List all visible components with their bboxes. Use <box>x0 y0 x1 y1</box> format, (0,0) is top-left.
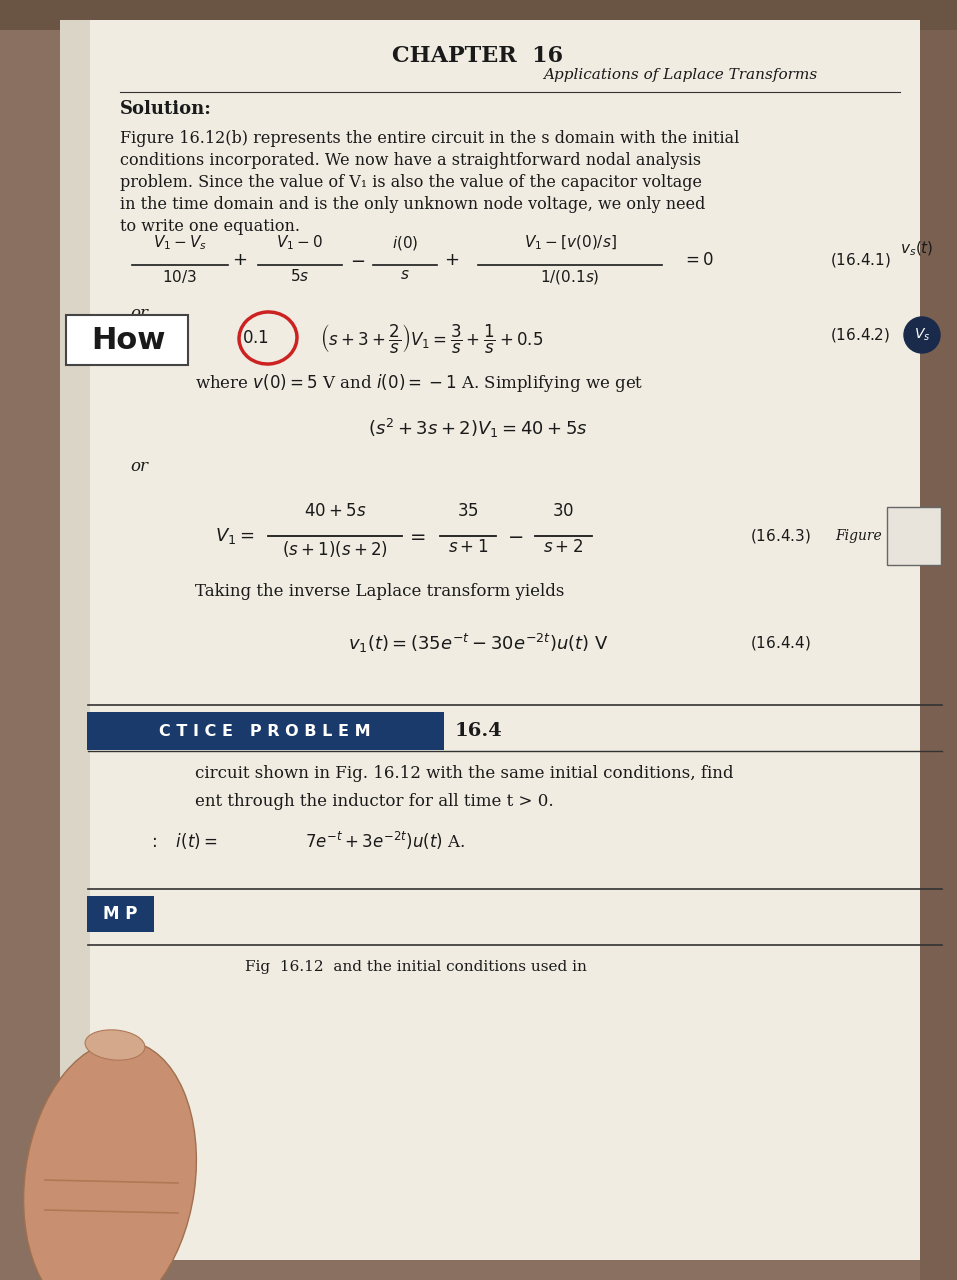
Text: $-$: $-$ <box>507 527 523 545</box>
Bar <box>920 0 957 1280</box>
Text: M P: M P <box>102 905 137 923</box>
Text: $+$: $+$ <box>444 251 459 269</box>
Text: $i(0)$: $i(0)$ <box>391 234 418 252</box>
FancyBboxPatch shape <box>87 712 444 750</box>
Text: How: How <box>91 325 166 355</box>
Text: problem. Since the value of V₁ is also the value of the capacitor voltage: problem. Since the value of V₁ is also t… <box>120 174 702 191</box>
Text: where $v(0) = 5$ V and $i(0) = -1$ A. Simplifying we get: where $v(0) = 5$ V and $i(0) = -1$ A. Si… <box>195 372 643 394</box>
Text: $=$: $=$ <box>406 527 426 545</box>
Text: conditions incorporated. We now have a straightforward nodal analysis: conditions incorporated. We now have a s… <box>120 152 701 169</box>
FancyBboxPatch shape <box>887 507 941 564</box>
Text: Figure 16.1: Figure 16.1 <box>835 529 917 543</box>
Text: $= 0$: $= 0$ <box>682 251 714 269</box>
Circle shape <box>904 317 940 353</box>
Text: $40 + 5s$: $40 + 5s$ <box>303 503 367 520</box>
Text: $V_1 = $: $V_1 = $ <box>215 526 255 547</box>
Text: $35$: $35$ <box>457 503 478 520</box>
Text: $10/3$: $10/3$ <box>163 268 197 285</box>
Text: $+$: $+$ <box>233 251 248 269</box>
Text: Figure 16.12(b) represents the entire circuit in the s domain with the initial: Figure 16.12(b) represents the entire ci… <box>120 131 740 147</box>
Text: $(s+1)(s+2)$: $(s+1)(s+2)$ <box>282 539 388 559</box>
Text: $V_1 - V_s$: $V_1 - V_s$ <box>153 233 207 252</box>
FancyBboxPatch shape <box>87 896 154 932</box>
Bar <box>60 20 920 1260</box>
Bar <box>0 0 957 29</box>
Text: $v_s(t)$: $v_s(t)$ <box>900 241 933 259</box>
Text: $(16.4.4)$: $(16.4.4)$ <box>750 634 811 652</box>
Text: ent through the inductor for all time t > 0.: ent through the inductor for all time t … <box>195 792 554 809</box>
Text: $(s^2 + 3s + 2)V_1 = 40 + 5s$: $(s^2 + 3s + 2)V_1 = 40 + 5s$ <box>368 416 588 439</box>
Text: Applications of Laplace Transforms: Applications of Laplace Transforms <box>543 68 817 82</box>
Text: $7e^{-t} + 3e^{-2t})u(t)$ A.: $7e^{-t} + 3e^{-2t})u(t)$ A. <box>305 829 465 852</box>
Ellipse shape <box>85 1030 145 1060</box>
Text: $s+1$: $s+1$ <box>448 539 488 556</box>
FancyBboxPatch shape <box>66 315 188 365</box>
Text: or: or <box>130 305 148 323</box>
Text: $(16.4.1)$: $(16.4.1)$ <box>830 251 891 269</box>
Text: $V_1 - [v(0)/s]$: $V_1 - [v(0)/s]$ <box>523 234 616 252</box>
Text: $0.1$: $0.1$ <box>241 329 269 347</box>
Text: $s+2$: $s+2$ <box>543 539 583 556</box>
Text: Solution:: Solution: <box>120 100 211 118</box>
Text: $\left(s+3+\dfrac{2}{s}\right)V_1 = \dfrac{3}{s}+\dfrac{1}{s}+0.5$: $\left(s+3+\dfrac{2}{s}\right)V_1 = \dfr… <box>320 321 544 355</box>
Text: 16.4: 16.4 <box>455 722 502 740</box>
Text: $V_1 - 0$: $V_1 - 0$ <box>277 233 323 252</box>
Text: in the time domain and is the only unknown node voltage, we only need: in the time domain and is the only unkno… <box>120 196 705 212</box>
Ellipse shape <box>24 1041 196 1280</box>
Text: C T I C E   P R O B L E M: C T I C E P R O B L E M <box>159 723 370 739</box>
Text: or: or <box>130 457 148 475</box>
Text: circuit shown in Fig. 16.12 with the same initial conditions, find: circuit shown in Fig. 16.12 with the sam… <box>195 764 733 782</box>
Text: Taking the inverse Laplace transform yields: Taking the inverse Laplace transform yie… <box>195 582 565 599</box>
Text: $30$: $30$ <box>552 503 574 520</box>
Text: Fig  16.12  and the initial conditions used in: Fig 16.12 and the initial conditions use… <box>245 960 587 974</box>
Text: $5s$: $5s$ <box>290 268 310 284</box>
Text: CHAPTER  16: CHAPTER 16 <box>392 45 564 67</box>
Text: $-$: $-$ <box>350 251 366 269</box>
Text: $1/(0.1s)$: $1/(0.1s)$ <box>540 268 600 285</box>
Text: $(16.4.2)$: $(16.4.2)$ <box>830 326 890 344</box>
Bar <box>60 20 90 1260</box>
Text: $:$   $i(t) =$: $:$ $i(t) =$ <box>148 831 217 851</box>
Text: $v_1(t) = (35e^{-t} - 30e^{-2t})u(t)\ \mathrm{V}$: $v_1(t) = (35e^{-t} - 30e^{-2t})u(t)\ \m… <box>347 631 609 654</box>
Text: to write one equation.: to write one equation. <box>120 218 300 236</box>
Text: $(16.4.3)$: $(16.4.3)$ <box>750 527 811 545</box>
Text: $V_s$: $V_s$ <box>914 326 930 343</box>
Text: $s$: $s$ <box>400 268 410 282</box>
